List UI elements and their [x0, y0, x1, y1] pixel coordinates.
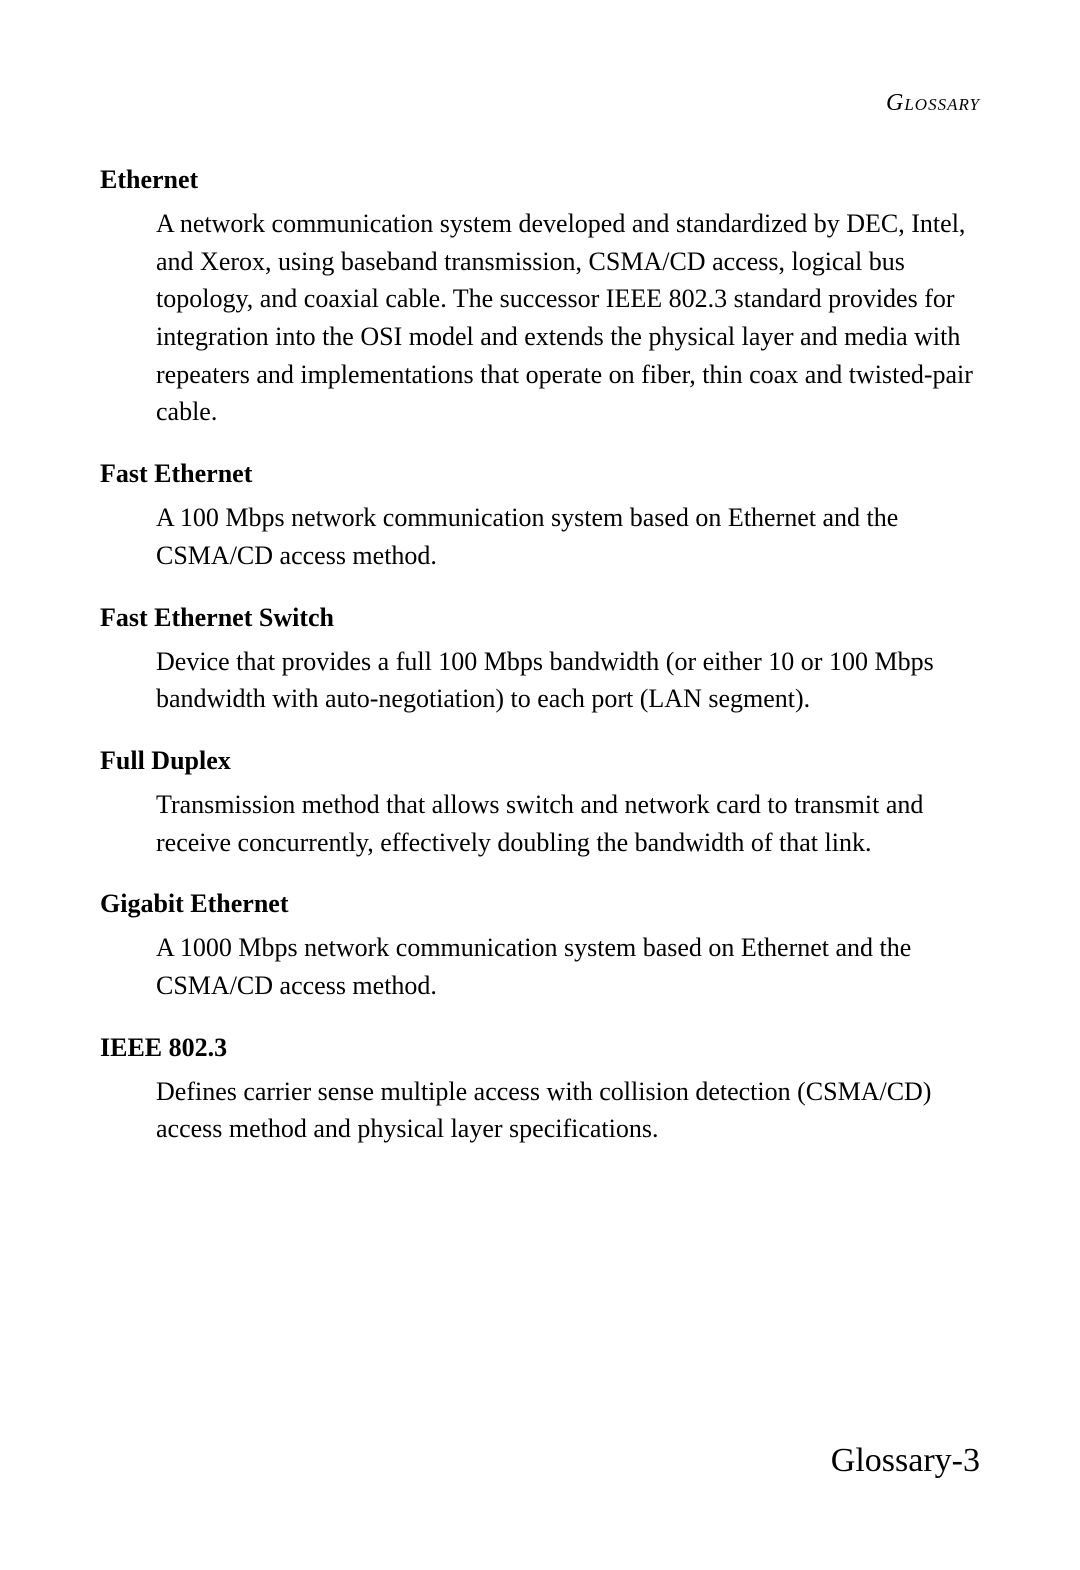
glossary-term: Fast Ethernet Switch: [100, 603, 980, 633]
glossary-entry: Full Duplex Transmission method that all…: [100, 746, 980, 861]
page-header: Glossary: [100, 90, 980, 117]
glossary-term: Gigabit Ethernet: [100, 889, 980, 919]
glossary-definition: Device that provides a full 100 Mbps ban…: [156, 643, 980, 718]
glossary-definition: Defines carrier sense multiple access wi…: [156, 1073, 980, 1148]
glossary-term: Fast Ethernet: [100, 459, 980, 489]
glossary-entry: Gigabit Ethernet A 1000 Mbps network com…: [100, 889, 980, 1004]
glossary-term: Full Duplex: [100, 746, 980, 776]
glossary-entry: Ethernet A network communication system …: [100, 165, 980, 431]
glossary-term: Ethernet: [100, 165, 980, 195]
glossary-entry: IEEE 802.3 Defines carrier sense multipl…: [100, 1033, 980, 1148]
glossary-definition: A network communication system developed…: [156, 205, 980, 431]
glossary-term: IEEE 802.3: [100, 1033, 980, 1063]
glossary-definition: A 100 Mbps network communication system …: [156, 499, 980, 574]
glossary-entry: Fast Ethernet A 100 Mbps network communi…: [100, 459, 980, 574]
glossary-definition: Transmission method that allows switch a…: [156, 786, 980, 861]
page-number: Glossary-3: [831, 1442, 980, 1480]
glossary-entry: Fast Ethernet Switch Device that provide…: [100, 603, 980, 718]
glossary-definition: A 1000 Mbps network communication system…: [156, 929, 980, 1004]
header-title: Glossary: [886, 90, 980, 116]
